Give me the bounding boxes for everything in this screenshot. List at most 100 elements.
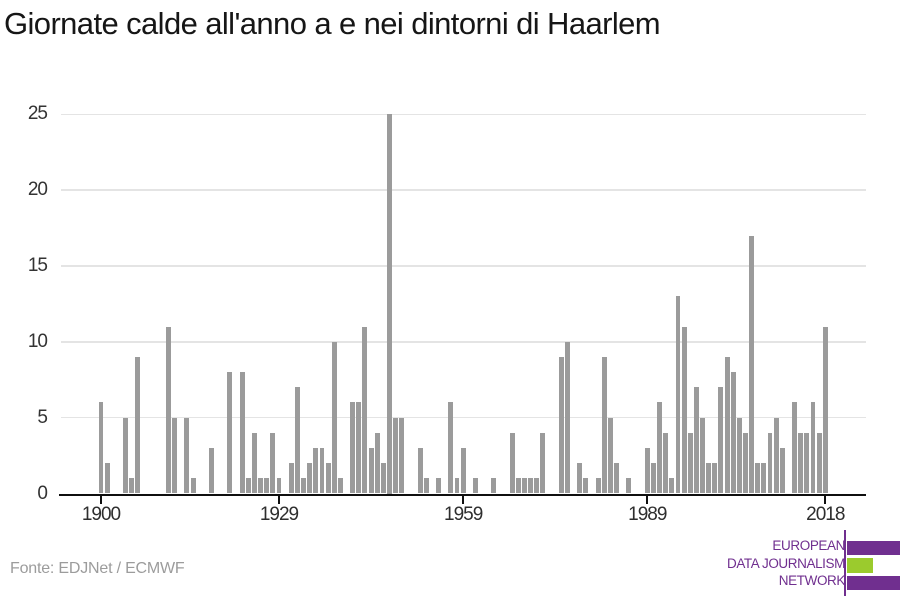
bar-1964[interactable] [491, 478, 497, 494]
bar-2000[interactable] [712, 463, 718, 494]
gridline-25 [61, 113, 866, 115]
bar-1904[interactable] [123, 417, 128, 494]
bar-1953[interactable] [423, 478, 429, 494]
bar-1935[interactable] [313, 447, 319, 494]
bar-1947[interactable] [387, 114, 392, 494]
bar-1943[interactable] [362, 326, 368, 494]
bar-1933[interactable] [301, 478, 306, 494]
bar-1961[interactable] [472, 478, 478, 494]
gridline-15 [61, 265, 866, 267]
bar-2001[interactable] [718, 387, 724, 494]
bar-1921[interactable] [227, 372, 233, 494]
bar-1986[interactable] [626, 478, 632, 494]
bar-1949[interactable] [399, 417, 405, 494]
bar-2008[interactable] [761, 463, 767, 494]
bar-1942[interactable] [356, 402, 362, 494]
bar-2015[interactable] [804, 432, 810, 494]
bar-1998[interactable] [700, 417, 705, 494]
bar-1975[interactable] [558, 356, 564, 494]
bar-1970[interactable] [528, 478, 534, 494]
bar-1905[interactable] [129, 478, 135, 494]
bar-2013[interactable] [792, 402, 798, 494]
bar-1948[interactable] [393, 417, 399, 494]
bar-2016[interactable] [810, 402, 816, 494]
x-axis-line [59, 493, 866, 497]
bar-1955[interactable] [436, 478, 442, 494]
bar-2003[interactable] [730, 372, 736, 494]
bar-1924[interactable] [245, 478, 251, 494]
bar-1967[interactable] [509, 432, 515, 494]
bar-1957[interactable] [448, 402, 454, 494]
bar-1972[interactable] [540, 432, 546, 494]
bar-1983[interactable] [608, 417, 613, 494]
bar-1925[interactable] [252, 432, 257, 494]
bar-1945[interactable] [374, 432, 380, 494]
bar-1989[interactable] [644, 447, 650, 494]
bar-1999[interactable] [706, 463, 712, 494]
bar-1923[interactable] [239, 372, 245, 494]
bar-1978[interactable] [577, 463, 583, 494]
bar-1996[interactable] [687, 432, 693, 494]
bar-1993[interactable] [669, 478, 675, 494]
bar-1934[interactable] [307, 463, 313, 494]
bar-1997[interactable] [693, 387, 699, 494]
bar-1914[interactable] [184, 417, 190, 494]
bar-1915[interactable] [190, 478, 196, 494]
bar-1971[interactable] [534, 478, 540, 494]
logo-bar-top [847, 540, 900, 556]
y-axis-label-10: 10 [27, 330, 48, 352]
bar-1952[interactable] [417, 447, 423, 494]
bar-2006[interactable] [749, 235, 755, 494]
bar-1938[interactable] [331, 341, 337, 494]
bar-2010[interactable] [773, 417, 779, 494]
bar-1928[interactable] [270, 432, 276, 494]
bar-1906[interactable] [135, 356, 141, 494]
bar-2004[interactable] [736, 417, 742, 494]
logo-text: EUROPEAN DATA JOURNALISM NETWORK [727, 537, 845, 590]
bar-1994[interactable] [675, 296, 681, 494]
bar-1995[interactable] [681, 326, 687, 494]
bar-1929[interactable] [276, 478, 282, 494]
bar-1991[interactable] [657, 402, 662, 494]
bar-2017[interactable] [816, 432, 822, 494]
y-axis-label-25: 25 [27, 103, 48, 125]
bar-1931[interactable] [288, 463, 294, 494]
bar-1911[interactable] [166, 326, 171, 494]
bar-1990[interactable] [650, 463, 656, 494]
x-tick-1929 [277, 496, 281, 504]
bar-1959[interactable] [460, 447, 466, 494]
bar-1982[interactable] [601, 356, 607, 494]
bar-1901[interactable] [104, 463, 110, 494]
bar-1932[interactable] [294, 387, 300, 494]
bar-1937[interactable] [325, 463, 331, 494]
bar-1968[interactable] [515, 478, 521, 494]
bar-1941[interactable] [350, 402, 356, 494]
bar-1958[interactable] [454, 478, 460, 494]
bar-2018[interactable] [822, 326, 828, 494]
bar-1992[interactable] [663, 432, 669, 494]
bar-2007[interactable] [755, 463, 761, 494]
bar-2009[interactable] [767, 432, 773, 494]
bar-2014[interactable] [798, 432, 804, 494]
bar-1969[interactable] [522, 478, 527, 494]
y-axis-label-15: 15 [27, 254, 48, 276]
bar-1981[interactable] [595, 478, 601, 494]
bar-2002[interactable] [724, 356, 730, 494]
bar-1944[interactable] [368, 447, 374, 494]
bar-1939[interactable] [337, 478, 343, 494]
bar-1900[interactable] [98, 402, 104, 494]
x-axis-label-1959: 1959 [444, 504, 483, 525]
bar-1926[interactable] [258, 478, 264, 494]
bar-1984[interactable] [614, 463, 620, 494]
bar-1979[interactable] [583, 478, 589, 494]
bar-1918[interactable] [209, 447, 214, 494]
bar-1936[interactable] [319, 447, 325, 494]
bar-1927[interactable] [264, 478, 270, 494]
bar-1946[interactable] [380, 463, 386, 494]
x-axis-label-1989: 1989 [628, 504, 667, 525]
bar-1912[interactable] [172, 417, 178, 494]
bar-1976[interactable] [565, 341, 570, 494]
bar-2005[interactable] [743, 432, 748, 494]
bar-2011[interactable] [779, 447, 785, 494]
